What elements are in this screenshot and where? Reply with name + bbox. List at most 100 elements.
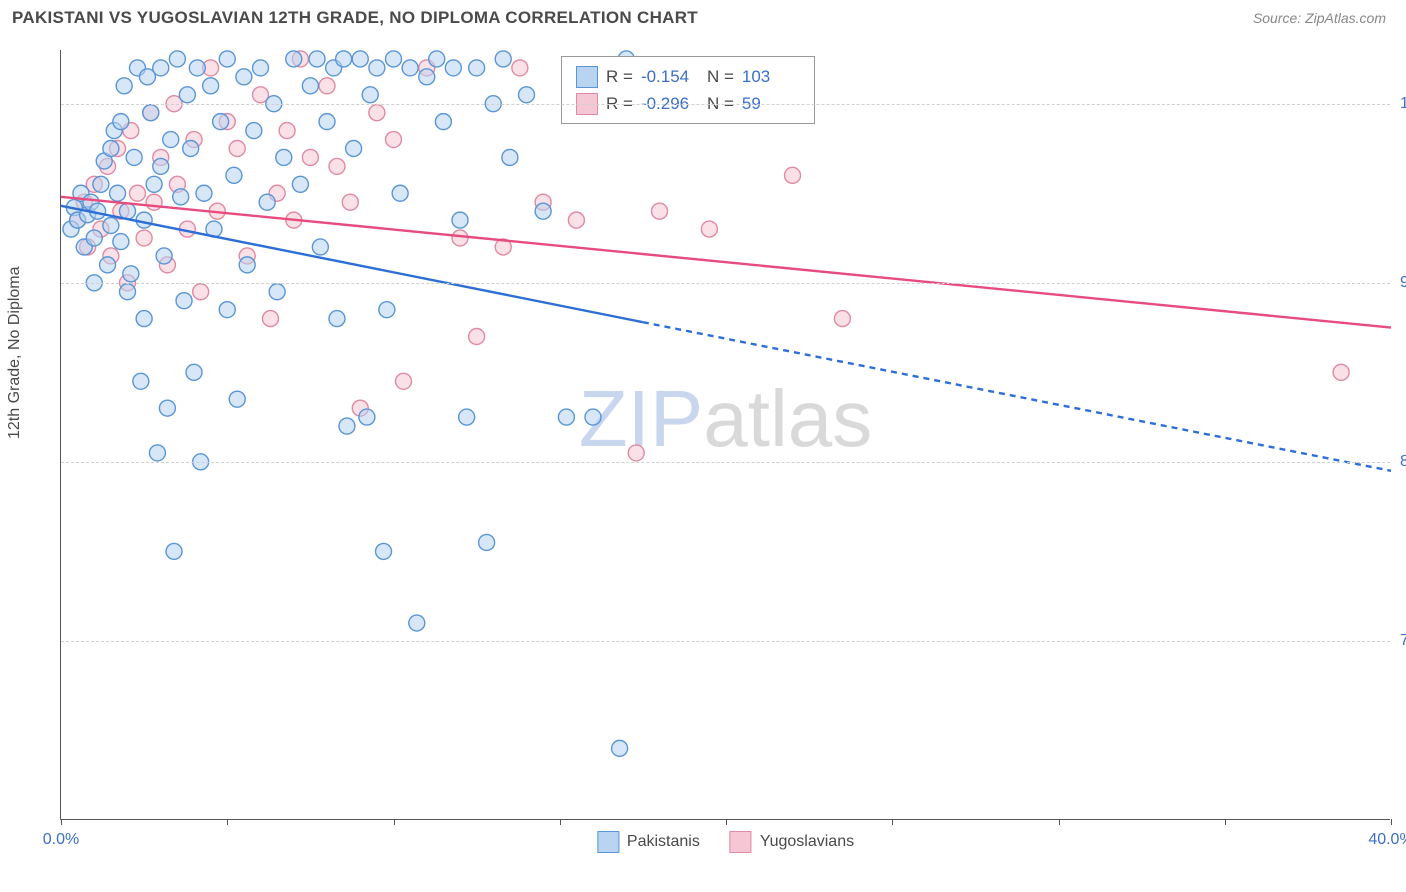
scatter-point	[103, 140, 119, 156]
scatter-point	[346, 140, 362, 156]
legend-item-pakistanis: Pakistanis	[597, 831, 700, 853]
scatter-point	[459, 409, 475, 425]
scatter-point	[159, 400, 175, 416]
legend-swatch-yugoslavians	[730, 831, 752, 853]
gridline	[61, 641, 1390, 642]
scatter-point	[395, 373, 411, 389]
scatter-point	[386, 51, 402, 67]
regression-line	[643, 322, 1391, 471]
legend-label-yugoslavians: Yugoslavians	[760, 833, 854, 851]
scatter-point	[146, 176, 162, 192]
scatter-point	[701, 221, 717, 237]
scatter-point	[479, 534, 495, 550]
scatter-point	[236, 69, 252, 85]
x-tick	[61, 819, 62, 825]
scatter-point	[143, 105, 159, 121]
scatter-point	[402, 60, 418, 76]
scatter-point	[302, 149, 318, 165]
scatter-point	[136, 311, 152, 327]
scatter-point	[302, 78, 318, 94]
correlation-legend: R = -0.154 N = 103 R = -0.296 N = 59	[561, 56, 815, 124]
scatter-point	[93, 176, 109, 192]
scatter-point	[292, 176, 308, 192]
scatter-point	[126, 149, 142, 165]
scatter-point	[219, 51, 235, 67]
scatter-point	[409, 615, 425, 631]
scatter-point	[336, 51, 352, 67]
scatter-point	[153, 60, 169, 76]
scatter-point	[652, 203, 668, 219]
scatter-point	[286, 51, 302, 67]
scatter-point	[312, 239, 328, 255]
scatter-point	[86, 230, 102, 246]
x-tick	[892, 819, 893, 825]
scatter-point	[176, 293, 192, 309]
scatter-point	[196, 185, 212, 201]
scatter-point	[495, 51, 511, 67]
chart-plot-area: ZIPatlas R = -0.154 N = 103 R = -0.296 N…	[60, 50, 1390, 820]
scatter-point	[329, 311, 345, 327]
n-value-pakistanis: 103	[742, 63, 800, 90]
scatter-point	[628, 445, 644, 461]
scatter-point	[362, 87, 378, 103]
scatter-point	[146, 194, 162, 210]
scatter-point	[452, 212, 468, 228]
legend-item-yugoslavians: Yugoslavians	[730, 831, 854, 853]
scatter-point	[156, 248, 172, 264]
scatter-point	[189, 60, 205, 76]
legend-swatch-pakistanis	[597, 831, 619, 853]
scatter-point	[219, 302, 235, 318]
scatter-point	[226, 167, 242, 183]
scatter-point	[183, 140, 199, 156]
x-tick	[726, 819, 727, 825]
scatter-point	[319, 114, 335, 130]
scatter-point	[179, 87, 195, 103]
scatter-point	[392, 185, 408, 201]
scatter-point	[186, 364, 202, 380]
scatter-point	[253, 60, 269, 76]
scatter-point	[229, 140, 245, 156]
n-label: N =	[707, 63, 734, 90]
gridline	[61, 283, 1390, 284]
scatter-point	[558, 409, 574, 425]
scatter-point	[113, 234, 129, 250]
scatter-point	[259, 194, 275, 210]
x-tick	[560, 819, 561, 825]
x-tick-label: 0.0%	[43, 831, 79, 849]
scatter-point	[123, 266, 139, 282]
scatter-point	[120, 284, 136, 300]
r-value-pakistanis: -0.154	[641, 63, 699, 90]
scatter-point	[136, 230, 152, 246]
scatter-point	[452, 230, 468, 246]
series-legend: Pakistanis Yugoslavians	[597, 831, 854, 853]
scatter-point	[153, 158, 169, 174]
scatter-point	[445, 60, 461, 76]
regression-line	[61, 197, 1391, 328]
scatter-point	[535, 203, 551, 219]
scatter-point	[173, 189, 189, 205]
gridline	[61, 104, 1390, 105]
scatter-svg	[61, 50, 1390, 819]
scatter-point	[379, 302, 395, 318]
r-label: R =	[606, 63, 633, 90]
regression-line	[61, 206, 643, 322]
y-tick-label: 90.0%	[1400, 274, 1406, 292]
scatter-point	[149, 445, 165, 461]
scatter-point	[133, 373, 149, 389]
scatter-point	[166, 543, 182, 559]
scatter-point	[512, 60, 528, 76]
scatter-point	[163, 132, 179, 148]
scatter-point	[429, 51, 445, 67]
scatter-point	[419, 69, 435, 85]
scatter-point	[239, 257, 255, 273]
scatter-point	[103, 217, 119, 233]
x-tick	[1225, 819, 1226, 825]
scatter-point	[785, 167, 801, 183]
scatter-point	[469, 60, 485, 76]
scatter-point	[213, 114, 229, 130]
x-tick	[394, 819, 395, 825]
scatter-point	[369, 105, 385, 121]
legend-swatch-pakistanis	[576, 66, 598, 88]
scatter-point	[585, 409, 601, 425]
gridline	[61, 462, 1390, 463]
